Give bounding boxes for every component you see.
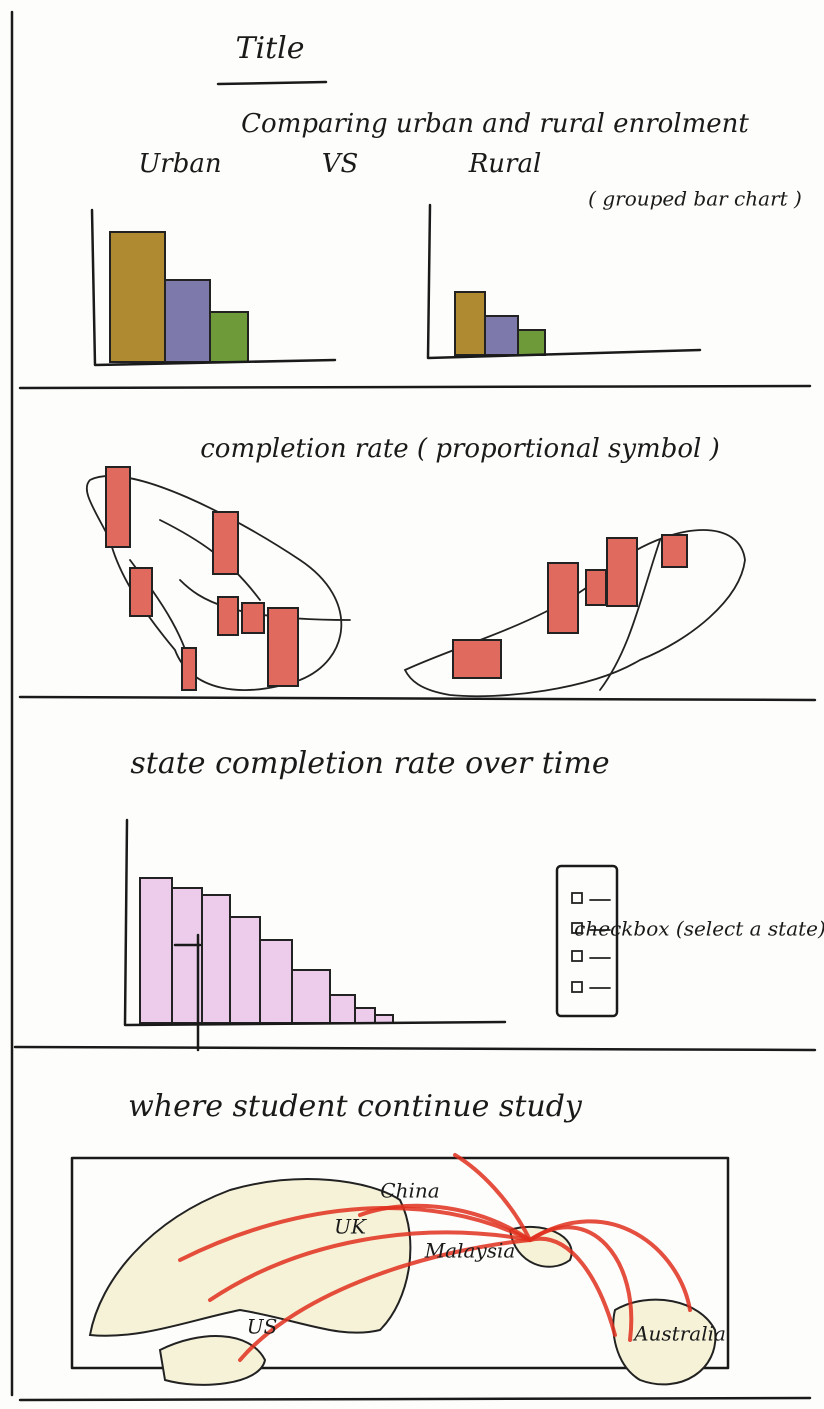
- axis: [123, 818, 507, 1027]
- sketch-bar: [547, 562, 579, 634]
- place-label: China: [380, 1179, 439, 1203]
- trend-bars: [139, 877, 394, 1024]
- sketch-bar: [201, 894, 231, 1024]
- section-title: state completion rate over time: [130, 746, 609, 781]
- urban-label: Urban: [138, 149, 221, 179]
- sketch-bar: [164, 279, 211, 363]
- sketch-bar: [139, 877, 173, 1024]
- place-label: Malaysia: [424, 1239, 516, 1263]
- separator: [13, 1045, 817, 1052]
- map-frame: [70, 1156, 730, 1370]
- map-outline: [129, 519, 351, 691]
- section-title: completion rate ( proportional symbol ): [200, 434, 719, 464]
- place-label: UK: [334, 1215, 367, 1239]
- continent: [88, 1178, 412, 1337]
- flow-line: [238, 1238, 532, 1362]
- flow-line: [208, 1230, 532, 1302]
- place-label: US: [247, 1315, 278, 1339]
- sketch-bar: [606, 537, 638, 607]
- sketch-bar: [329, 994, 356, 1024]
- sketch-bar: [291, 969, 331, 1024]
- sketch-bar: [105, 466, 131, 548]
- place-label: Australia: [632, 1322, 726, 1346]
- map-outline: [599, 539, 661, 691]
- checkbox-panel: [555, 864, 619, 1018]
- continent: [158, 1335, 267, 1386]
- separator: [18, 384, 812, 390]
- sketch-bar: [267, 607, 299, 687]
- sketch-bar: [585, 569, 607, 606]
- axis: [90, 208, 337, 367]
- rural-label: Rural: [468, 149, 542, 179]
- symbol-bars: [105, 466, 688, 691]
- sketch-bar: [454, 291, 486, 356]
- axis: [426, 203, 702, 360]
- sketch-bar: [109, 231, 166, 363]
- chart-note: ( grouped bar chart ): [588, 187, 802, 211]
- separator: [18, 1396, 812, 1402]
- sketch-bar: [259, 939, 293, 1024]
- checkbox-list: [571, 892, 611, 993]
- title-underline: [216, 80, 328, 86]
- sketch-bar: [229, 916, 261, 1024]
- sketch-bar: [661, 534, 688, 568]
- flow-line: [528, 1236, 617, 1337]
- flow-line: [358, 1203, 532, 1242]
- checkbox-note: checkbox (select a state): [574, 917, 824, 941]
- sketch-bar: [209, 311, 249, 363]
- sketch-bar: [241, 602, 265, 634]
- checkbox[interactable]: [571, 892, 583, 904]
- flow-line: [528, 1219, 692, 1312]
- section-title: where student continue study: [128, 1089, 583, 1124]
- flow-line: [453, 1153, 532, 1242]
- sketch-bar: [517, 329, 546, 356]
- header-title: Title: [235, 31, 304, 66]
- versus-label: VS: [322, 149, 359, 179]
- checkbox[interactable]: [571, 922, 583, 934]
- sketch-bar: [181, 647, 197, 691]
- sketch-bar: [217, 596, 239, 636]
- checkbox[interactable]: [571, 950, 583, 962]
- continent: [612, 1298, 717, 1386]
- sketch-bar: [452, 639, 502, 679]
- sketch-bar: [129, 567, 153, 617]
- flow-lines: [178, 1153, 692, 1362]
- sketch-bar: [354, 1007, 376, 1024]
- sketch-bar: [212, 511, 239, 575]
- flow-line: [178, 1206, 532, 1262]
- separator: [18, 695, 817, 702]
- sketch-bar: [484, 315, 519, 356]
- checkbox[interactable]: [571, 981, 583, 993]
- header-subtitle: Comparing urban and rural enrolment: [241, 109, 749, 139]
